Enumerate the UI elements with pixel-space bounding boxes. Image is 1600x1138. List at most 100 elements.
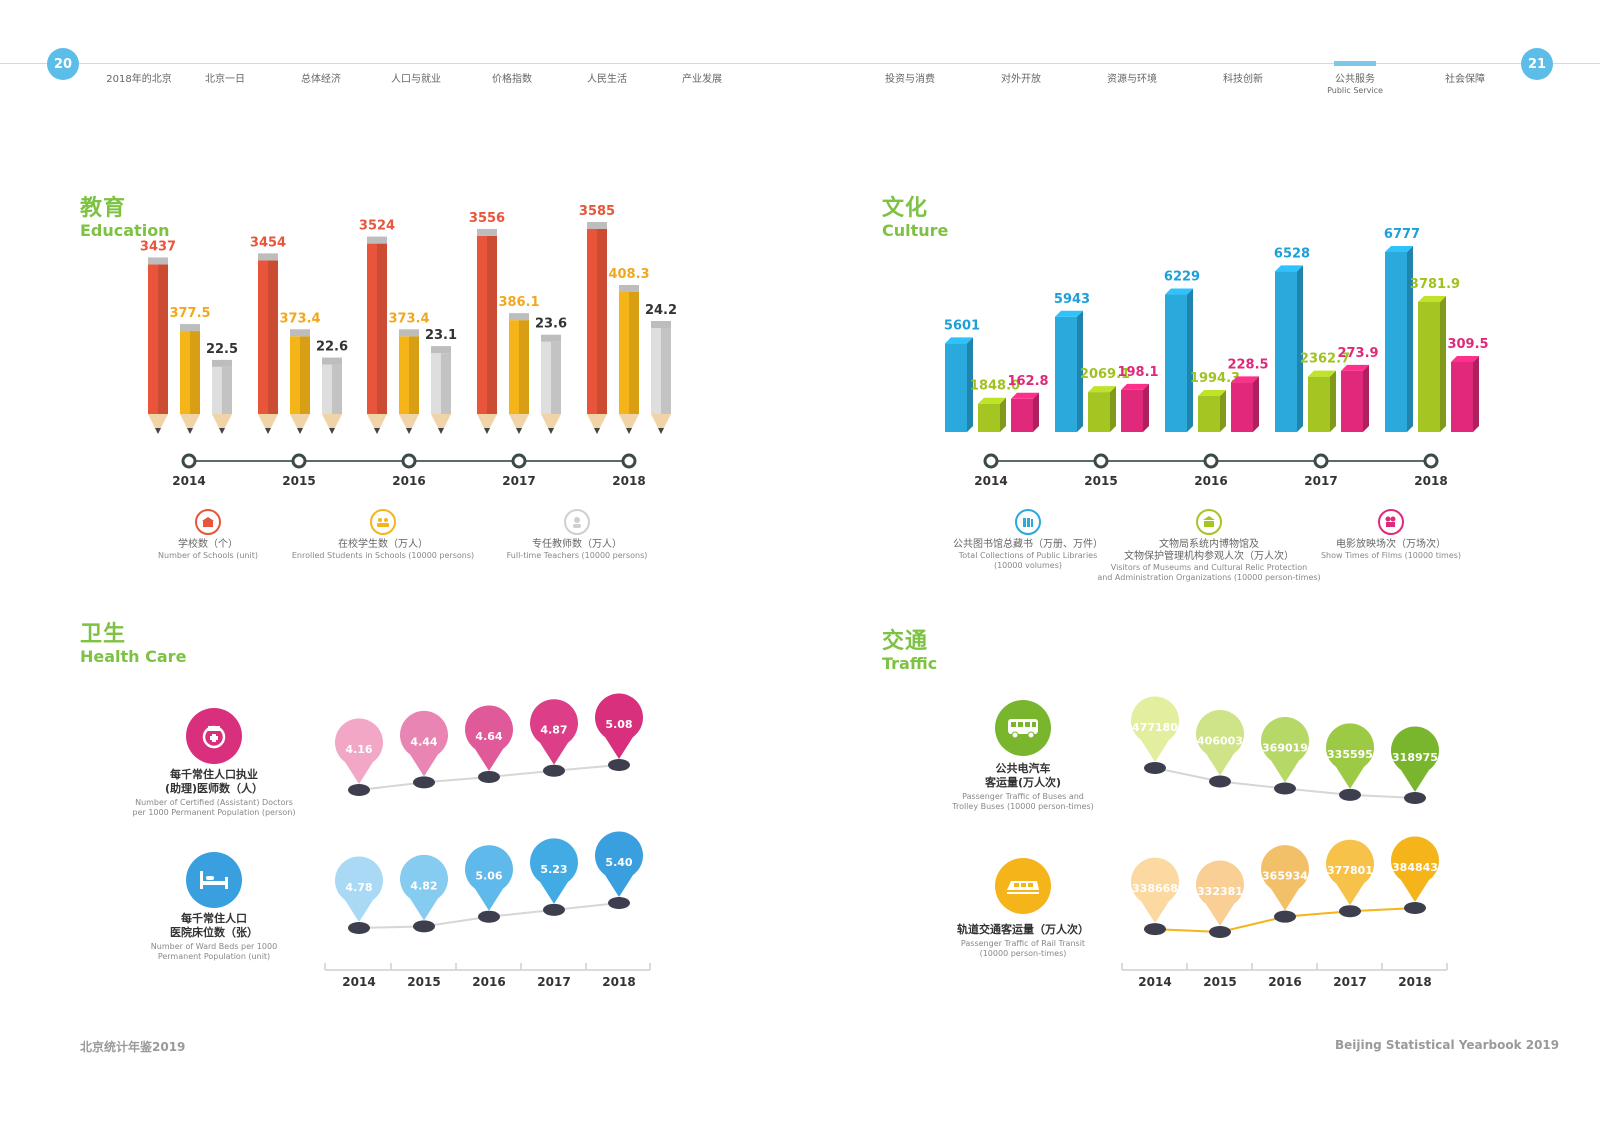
culture-bar-top	[978, 397, 1006, 404]
health-title: 卫生	[80, 622, 127, 647]
nav-item-population[interactable]: 人口与就业	[391, 74, 441, 85]
culture-data-label: 309.5	[1447, 337, 1488, 352]
culture-bar-side	[1143, 383, 1149, 432]
culture-bar-front	[1308, 376, 1330, 432]
culture-bar-side	[967, 337, 973, 432]
culture-bar-side	[1000, 397, 1006, 432]
pencil-body-shade	[377, 243, 387, 414]
culture-data-label: 273.9	[1337, 346, 1378, 361]
nav-active-indicator	[1334, 61, 1376, 66]
culture-data-label: 198.1	[1117, 365, 1158, 380]
education-year-marker	[401, 453, 417, 469]
education-data-label: 373.4	[388, 311, 429, 326]
nav-item-resources[interactable]: 资源与环境	[1107, 74, 1157, 85]
traffic-pin-label: 338668	[1132, 882, 1178, 895]
library-icon	[1015, 509, 1041, 535]
pencil-body-shade	[158, 264, 168, 414]
culture-bar-side	[1330, 370, 1336, 432]
pencil-tip-wood	[619, 414, 639, 434]
nav-item-economy[interactable]: 总体经济	[301, 74, 341, 85]
pencil-tip-wood	[367, 414, 387, 434]
traffic-pin-head	[1196, 860, 1245, 926]
pencil-tip-wood	[399, 414, 419, 434]
traffic-pin-base	[1339, 788, 1361, 801]
pencil-tip-wood	[258, 414, 278, 434]
culture-data-label: 3781.9	[1410, 277, 1460, 292]
pencil-body-shade	[487, 235, 497, 414]
doctors-label: 每千常住人口执业 (助理)医师数（人） Number of Certified …	[132, 768, 295, 818]
bed-icon	[186, 852, 242, 908]
nav-item-industry[interactable]: 产业发展	[682, 74, 722, 85]
education-year-label: 2014	[172, 474, 205, 488]
bus-label: 公共电汽车 客运量(万人次) Passenger Traffic of Buse…	[952, 762, 1094, 812]
culture-bar-side	[1253, 376, 1259, 432]
culture-bar-side	[1220, 390, 1226, 432]
culture-bar-front	[1231, 382, 1253, 432]
education-title: 教育	[80, 196, 127, 221]
health-pin-base	[413, 776, 435, 789]
culture-bar-top	[945, 337, 973, 344]
nav-item-beijing-2018[interactable]: 2018年的北京	[106, 74, 172, 85]
education-year-label: 2017	[502, 474, 535, 488]
education-data-label: 22.5	[206, 342, 238, 357]
pencil-body-shade	[629, 292, 639, 414]
nav-item-investment[interactable]: 投资与消费	[885, 74, 935, 85]
education-subtitle: Education	[80, 221, 170, 240]
culture-data-label: 6528	[1274, 246, 1310, 261]
pencil-tip-wood	[541, 414, 561, 434]
traffic-title: 交通	[882, 629, 929, 654]
pencil-tip-lead	[548, 428, 554, 434]
education-data-label: 24.2	[645, 303, 677, 318]
doctor-icon	[186, 708, 242, 764]
nav-item-opening[interactable]: 对外开放	[1001, 74, 1041, 85]
culture-data-label: 6777	[1384, 227, 1420, 242]
culture-bar-front	[1055, 316, 1077, 432]
pencil-tip-wood	[651, 414, 671, 434]
pencil-tip-lead	[438, 428, 444, 434]
legend-library-en1: Total Collections of Public Libraries	[958, 551, 1098, 560]
nav-item-price-index[interactable]: 价格指数	[492, 74, 532, 85]
nav-item-living[interactable]: 人民生活	[587, 74, 627, 85]
nav-item-technology[interactable]: 科技创新	[1223, 74, 1263, 85]
culture-bar-top	[1088, 386, 1116, 393]
health-year-label: 2017	[537, 975, 570, 989]
pencil-ferrule	[367, 236, 387, 244]
health-pin-label: 4.44	[410, 735, 437, 748]
culture-bar-side	[1473, 356, 1479, 432]
legend-teachers-cn: 专任教师数（万人）	[532, 539, 622, 550]
pencil-body-shade	[409, 336, 419, 414]
pencil-body	[148, 264, 158, 414]
culture-bar-top	[1198, 390, 1226, 397]
header-rule	[0, 63, 1600, 64]
pencil-tip-lead	[219, 428, 225, 434]
pencil-tip-lead	[155, 428, 161, 434]
legend-films-cn: 电影放映场次（万场次）	[1336, 539, 1446, 550]
health-pin-base	[608, 897, 630, 909]
pencil-ferrule	[258, 253, 278, 261]
pencil-ferrule	[322, 357, 342, 365]
health-pin-base	[543, 764, 565, 777]
pencil-tip-lead	[516, 428, 522, 434]
health-pin-label: 5.08	[605, 718, 632, 731]
culture-bar-top	[1121, 383, 1149, 390]
nav-item-day-in-beijing[interactable]: 北京一日	[205, 74, 245, 85]
traffic-pin-head	[1261, 717, 1310, 783]
pencil-ferrule	[509, 313, 529, 321]
pencil-body	[477, 235, 487, 414]
culture-bar-top	[1275, 265, 1303, 272]
pencil-tip-wood	[148, 414, 168, 434]
legend-museum-en2: and Administration Organizations (10000 …	[1097, 573, 1321, 582]
health-pin-head	[465, 705, 513, 771]
traffic-pin-base	[1274, 782, 1296, 795]
legend-teachers-en: Full-time Teachers (10000 persons)	[506, 551, 648, 560]
culture-bar-top	[1341, 364, 1369, 371]
bus-label-cn1: 公共电汽车	[995, 762, 1051, 775]
traffic-pin-base	[1209, 926, 1231, 938]
nav-item-public-service[interactable]: 公共服务 Public Service	[1327, 70, 1383, 95]
nav-item-social-security[interactable]: 社会保障	[1445, 74, 1485, 85]
legend-students: 在校学生数（万人） Enrolled Students in Schools (…	[292, 539, 474, 561]
pencil-body-shade	[332, 364, 342, 414]
health-pin-label: 5.40	[605, 856, 632, 869]
beds-label-en2: Permanent Population (unit)	[157, 952, 271, 961]
health-pin-label: 4.82	[410, 879, 437, 892]
